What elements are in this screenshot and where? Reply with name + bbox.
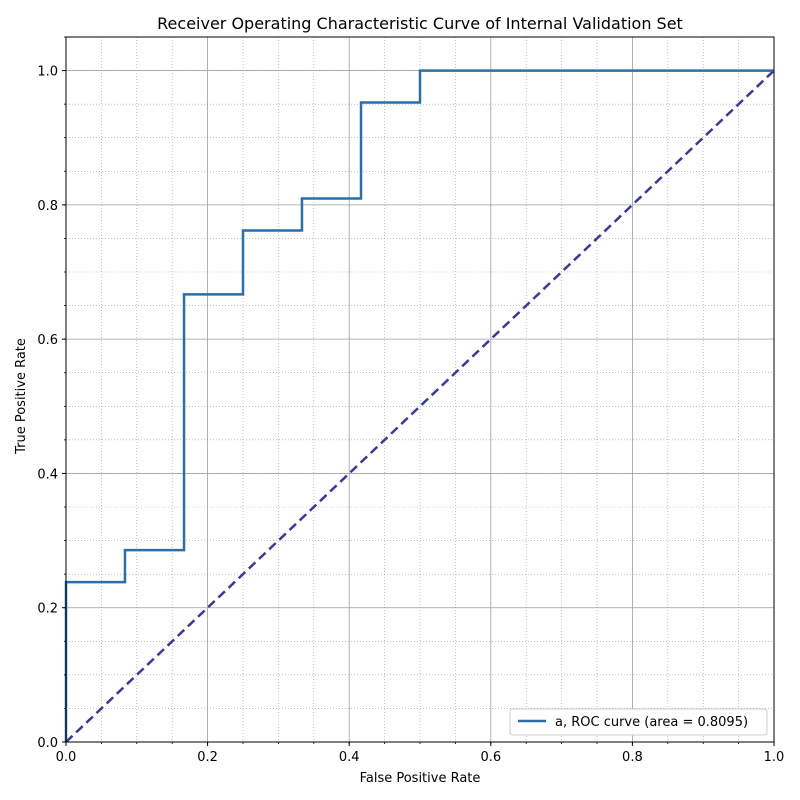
roc-curve-line xyxy=(64,69,774,742)
reference-diagonal-line xyxy=(65,69,775,743)
y-tick-label: 1.0 xyxy=(37,65,58,80)
x-tick-label: 0.2 xyxy=(197,750,218,765)
x-tick-label: 0.4 xyxy=(339,750,360,765)
x-axis-label: False Positive Rate xyxy=(360,771,481,786)
y-tick-label: 0.4 xyxy=(37,467,58,482)
y-tick-label: 0.0 xyxy=(37,736,58,751)
grid xyxy=(65,37,775,743)
y-tick-label: 0.8 xyxy=(37,199,58,214)
reference-line-layer xyxy=(65,69,775,743)
ticks: 0.0 0.2 0.4 0.6 0.8 1.0 0.0 0.2 0.4 0.6 0.8 1.0 xyxy=(37,36,785,765)
x-tick-label: 0.8 xyxy=(622,750,643,765)
y-tick-label: 0.2 xyxy=(37,602,58,617)
y-axis-label: True Positive Rate xyxy=(14,338,29,455)
x-tick-label: 0.0 xyxy=(56,750,77,765)
chart-title: Receiver Operating Characteristic Curve … xyxy=(157,14,683,33)
y-tick-label: 0.6 xyxy=(37,333,58,348)
legend-label: a, ROC curve (area = 0.8095) xyxy=(555,715,748,730)
x-tick-label: 0.6 xyxy=(480,750,501,765)
series-layer xyxy=(64,69,774,742)
legend: a, ROC curve (area = 0.8095) xyxy=(509,708,768,736)
legend-box xyxy=(509,708,768,736)
x-tick-label: 1.0 xyxy=(764,750,785,765)
